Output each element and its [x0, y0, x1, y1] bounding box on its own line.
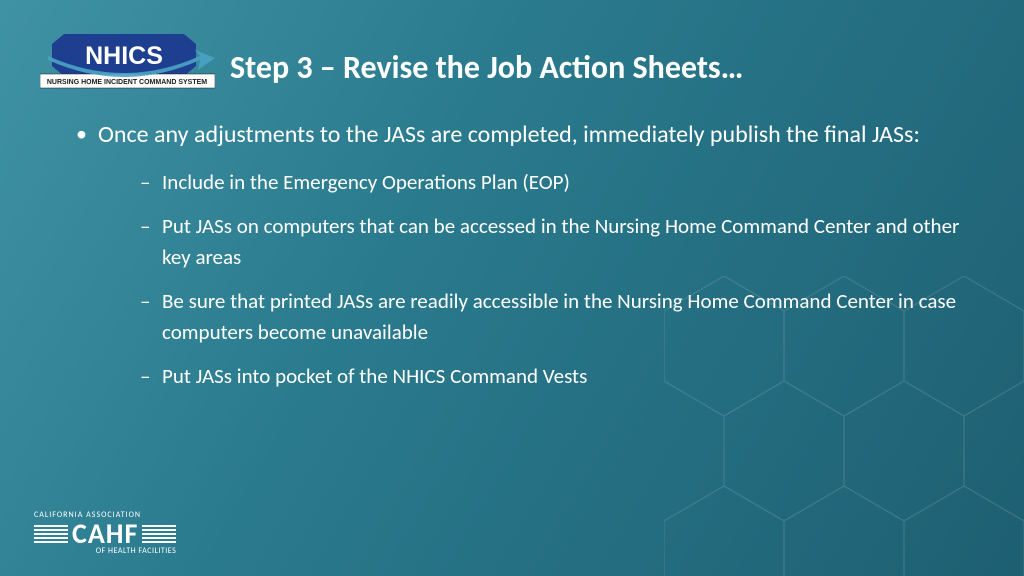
cahf-logo: CALIFORNIA ASSOCIATION CAHF OF HEALTH FA… — [34, 510, 176, 556]
cahf-mid-text: CAHF — [72, 520, 138, 548]
nhics-tagline: NURSING HOME INCIDENT COMMAND SYSTEM — [47, 79, 207, 86]
nhics-logo: NHICS NURSING HOME INCIDENT COMMAND SYST… — [40, 30, 215, 97]
slide: NHICS NURSING HOME INCIDENT COMMAND SYST… — [0, 0, 1024, 576]
bullet-level2: Put JASs on computers that can be access… — [140, 211, 974, 272]
bullet-text: Put JASs on computers that can be access… — [162, 213, 959, 269]
bullet-text: Put JASs into pocket of the NHICS Comman… — [162, 363, 587, 389]
cahf-bars-right-icon — [142, 525, 176, 543]
nhics-logo-text: NHICS — [85, 42, 163, 70]
bullet-level1: Once any adjustments to the JASs are com… — [76, 118, 974, 391]
cahf-bars-left-icon — [34, 525, 68, 543]
bullet-level2: Include in the Emergency Operations Plan… — [140, 167, 974, 197]
slide-title: Step 3 – Revise the Job Action Sheets… — [230, 48, 743, 87]
bullet-text: Include in the Emergency Operations Plan… — [162, 169, 570, 195]
bullet-text: Once any adjustments to the JASs are com… — [98, 120, 920, 149]
slide-content: Once any adjustments to the JASs are com… — [68, 118, 974, 405]
cahf-bot-text: OF HEALTH FACILITIES — [34, 546, 176, 556]
bullet-level2: Be sure that printed JASs are readily ac… — [140, 286, 974, 347]
bullet-level2: Put JASs into pocket of the NHICS Comman… — [140, 361, 974, 391]
bullet-text: Be sure that printed JASs are readily ac… — [162, 288, 956, 344]
